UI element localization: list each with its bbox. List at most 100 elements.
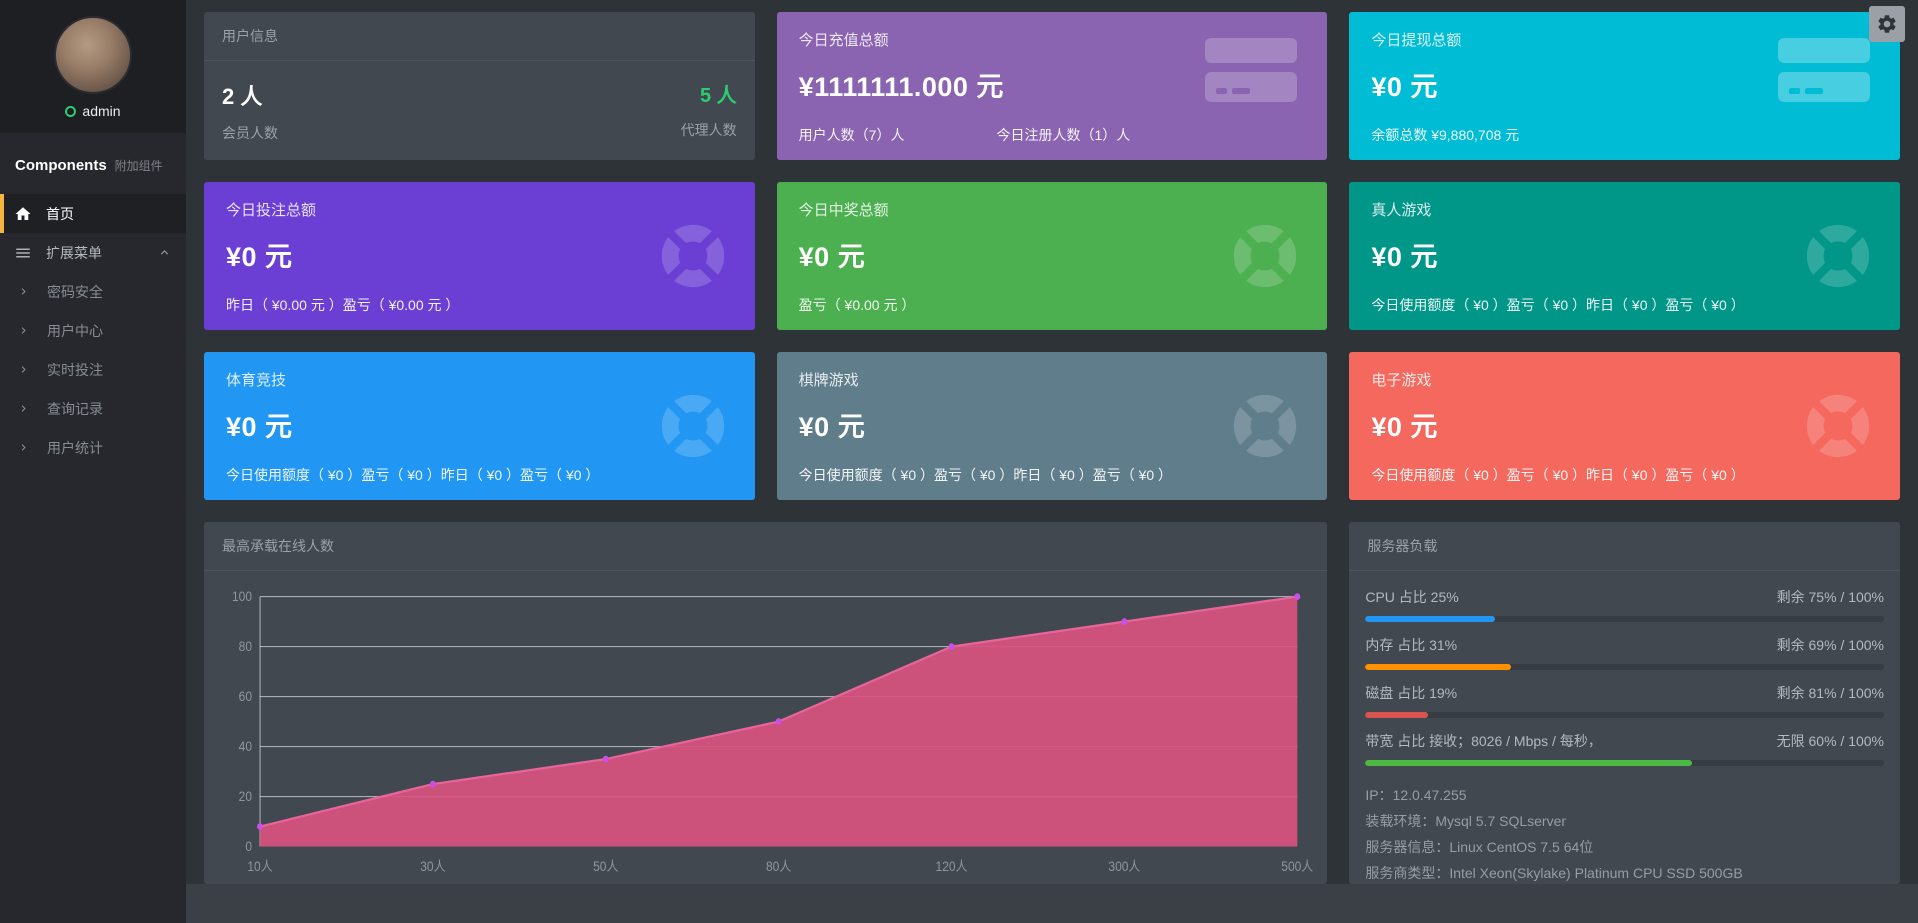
svg-text:30人: 30人 [420,858,446,874]
card-title: 棋牌游戏 [798,372,859,389]
card-footer: 昨日（ ¥0.00 元 ）盈亏（ ¥0.00 元 ） [226,297,460,313]
sidebar-item-label: 首页 [46,205,74,222]
card-amount: ¥0 元 [798,412,866,442]
sidebar-item-password-security[interactable]: 密码安全 [0,272,186,311]
stat-card-sports: 体育竞技 ¥0 元今日使用额度（ ¥0 ）盈亏（ ¥0 ）昨日（ ¥0 ）盈亏（ … [204,352,755,500]
withdraw-footer: 余额总数 ¥9,880,708 元 [1371,125,1780,145]
life-ring-icon [1231,222,1299,290]
card-title: 真人游戏 [1371,202,1432,219]
card-footer: 盈亏（ ¥0.00 元 ） [798,297,916,313]
server-load-title: 服务器负载 [1349,522,1900,571]
card-title: 体育竞技 [226,372,287,389]
chevron-right-icon [21,288,26,295]
sidebar-item-label: 扩展菜单 [46,244,102,261]
credit-card-icon [1205,38,1298,102]
member-count: 2 人 [222,84,263,109]
chart-title: 最高承载在线人数 [204,522,1328,571]
withdraw-title: 今日提现总额 [1371,32,1462,49]
sidebar-item-home[interactable]: 首页 [0,194,186,233]
sidebar-item-user-statistics[interactable]: 用户统计 [0,428,186,467]
meter-label: 内存 占比 31% [1365,637,1458,653]
bottom-strip [186,884,1918,923]
stat-card-bet-total: 今日投注总额 ¥0 元昨日（ ¥0.00 元 ）盈亏（ ¥0.00 元 ） [204,182,755,330]
card-amount: ¥0 元 [798,242,866,272]
chevron-right-icon [21,327,26,334]
withdraw-amount: ¥0 元 [1371,72,1438,102]
progress-track [1365,616,1884,622]
recharge-card: 今日充值总额 ¥1111111.000 元 用户人数（7）人 今日注册人数（1）… [776,12,1328,160]
sidebar-item-label: 密码安全 [47,283,103,300]
sidebar-item-label: 用户中心 [47,322,103,339]
sidebar-item-user-center[interactable]: 用户中心 [0,311,186,350]
settings-button[interactable] [1869,6,1905,42]
svg-text:0: 0 [245,838,252,854]
server-info-line-3: 服务商类型：Intel Xeon(Skylake) Platinum CPU S… [1365,865,1743,881]
avatar[interactable] [54,16,132,94]
chevron-right-icon [21,366,26,373]
server-meters: CPU 占比 25% 剩余 75% / 100% 内存 占比 31% 剩余 69% /… [1365,587,1884,766]
meter-label: 带宽 占比 接收；8026 / Mbps / 每秒， [1365,733,1602,749]
chevron-right-icon [21,405,26,412]
server-info-line-0: IP：12.0.47.255 [1365,787,1467,803]
sidebar-item-label: 用户统计 [47,439,103,456]
member-label: 会员人数 [222,125,278,141]
gear-icon [1878,15,1896,33]
card-footer: 今日使用额度（ ¥0 ）盈亏（ ¥0 ）昨日（ ¥0 ）盈亏（ ¥0 ） [226,467,600,483]
meter-label: CPU 占比 25% [1365,589,1459,605]
svg-text:40: 40 [239,738,252,754]
card-footer: 今日使用额度（ ¥0 ）盈亏（ ¥0 ）昨日（ ¥0 ）盈亏（ ¥0 ） [798,467,1173,483]
user-info-title: 用户信息 [204,12,755,61]
svg-text:300人: 300人 [1108,858,1140,874]
sidebar-item-extended-menu[interactable]: 扩展菜单 [0,233,186,272]
server-info-line-2: 服务器信息：Linux CentOS 7.5 64位 [1365,839,1594,855]
server-meter-1: 内存 占比 31% 剩余 69% / 100% [1365,635,1884,670]
username-row: admin [0,103,186,119]
hamburger-icon [16,248,30,257]
server-meter-3: 带宽 占比 接收；8026 / Mbps / 每秒， 无限 60% / 100% [1365,731,1884,766]
card-amount: ¥0 元 [1371,242,1438,272]
card-title: 今日投注总额 [226,202,317,219]
card-title: 今日中奖总额 [798,202,889,219]
components-subtitle: 附加组件 [114,159,163,173]
stat-card-live-games: 真人游戏 ¥0 元今日使用额度（ ¥0 ）盈亏（ ¥0 ）昨日（ ¥0 ）盈亏（ … [1349,182,1900,330]
server-meter-0: CPU 占比 25% 剩余 75% / 100% [1365,587,1884,622]
area-chart: 0 20 40 60 80 100 10人 30人 50人 80人 120人 300人 500人 [232,588,1314,874]
cards-grid: 用户信息 2 人 会员人数 5 人 代理人数 今日充值总额 ¥1111111.0… [204,12,1900,884]
chevron-up-icon [160,250,169,255]
agent-count: 5 人 [699,85,737,107]
online-users-chart-panel: 最高承载在线人数 0 20 40 60 80 100 10人 30人 50人 80人 120人 300… [204,522,1328,884]
stat-card-electronic-games: 电子游戏 ¥0 元今日使用额度（ ¥0 ）盈亏（ ¥0 ）昨日（ ¥0 ）盈亏（ … [1349,352,1900,500]
sidebar-item-live-betting[interactable]: 实时投注 [0,350,186,389]
life-ring-icon [1231,392,1299,460]
meter-remaining: 剩余 75% / 100% [1776,589,1884,605]
chevron-right-icon [21,444,26,451]
server-meter-2: 磁盘 占比 19% 剩余 81% / 100% [1365,683,1884,718]
card-amount: ¥0 元 [1371,412,1438,442]
svg-text:120人: 120人 [936,858,968,874]
meter-remaining: 剩余 81% / 100% [1776,685,1884,701]
server-load-panel: 服务器负载 CPU 占比 25% 剩余 75% / 100% 内存 占比 31% 剩余… [1349,522,1900,884]
svg-text:50人: 50人 [593,858,619,874]
svg-text:100: 100 [232,588,252,604]
user-info-body: 2 人 会员人数 5 人 代理人数 [204,61,755,160]
main-content: 用户信息 2 人 会员人数 5 人 代理人数 今日充值总额 ¥1111111.0… [186,0,1918,923]
meter-label: 磁盘 占比 19% [1365,685,1458,701]
sidebar-item-query-records[interactable]: 查询记录 [0,389,186,428]
progress-fill [1365,616,1495,622]
components-title: Components [15,157,107,174]
member-count-block: 2 人 会员人数 [222,79,278,160]
progress-fill [1365,760,1693,766]
card-amount: ¥0 元 [226,242,293,272]
life-ring-icon [659,222,727,290]
stat-card-board-games: 棋牌游戏 ¥0 元今日使用额度（ ¥0 ）盈亏（ ¥0 ）昨日（ ¥0 ）盈亏（ … [776,352,1328,500]
recharge-users: 用户人数（7）人 [798,127,905,143]
sidebar-menu: 首页扩展菜单密码安全用户中心实时投注查询记录用户统计 [0,194,186,923]
card-title: 电子游戏 [1371,372,1432,389]
credit-card-icon [1778,38,1870,102]
life-ring-icon [1804,222,1872,290]
sidebar-item-label: 实时投注 [47,361,103,378]
svg-text:20: 20 [239,788,252,804]
username: admin [82,103,121,119]
progress-track [1365,712,1884,718]
